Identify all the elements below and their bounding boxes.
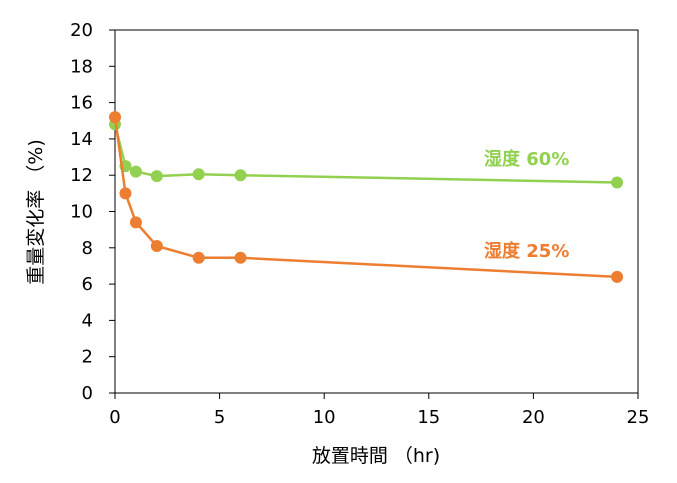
y-tick-label: 18 [70,56,93,77]
series-layer [109,111,624,283]
data-point [234,169,247,182]
data-point [192,251,205,264]
x-tick-label: 25 [627,407,650,428]
data-point [234,251,247,264]
y-tick-label: 10 [70,202,93,223]
data-point [129,165,142,178]
y-tick-label: 16 [70,93,93,114]
y-tick-label: 4 [82,310,93,331]
y-tick-label: 12 [70,165,93,186]
y-tick-label: 6 [82,274,93,295]
data-point [119,187,132,200]
y-tick-label: 0 [82,383,93,404]
series-label-humidity-25: 湿度 25% [484,240,569,262]
x-axis-ticks: 0 5 10 15 20 25 [109,393,649,428]
y-tick-label: 2 [82,347,93,368]
data-point [109,111,121,124]
x-tick-label: 15 [417,407,440,428]
y-tick-label: 20 [70,20,93,41]
data-point [611,270,624,283]
x-axis-title: 放置時間 （hr) [312,445,440,467]
x-tick-label: 5 [214,407,225,428]
y-axis-title: 重量変化率 （%) [25,139,47,285]
series-1 [109,111,624,283]
y-axis-ticks: 0 2 4 6 8 10 12 14 16 18 20 [70,20,115,404]
data-point [129,216,142,229]
x-tick-label: 10 [313,407,336,428]
series-label-humidity-60: 湿度 60% [484,148,569,170]
y-tick-label: 14 [70,129,93,150]
data-point [150,239,163,252]
x-tick-label: 0 [109,407,120,428]
data-point [150,170,163,183]
y-tick-label: 8 [82,238,93,259]
data-point [611,176,624,189]
plot-area [114,29,639,394]
x-tick-label: 20 [522,407,545,428]
data-point [192,168,205,181]
